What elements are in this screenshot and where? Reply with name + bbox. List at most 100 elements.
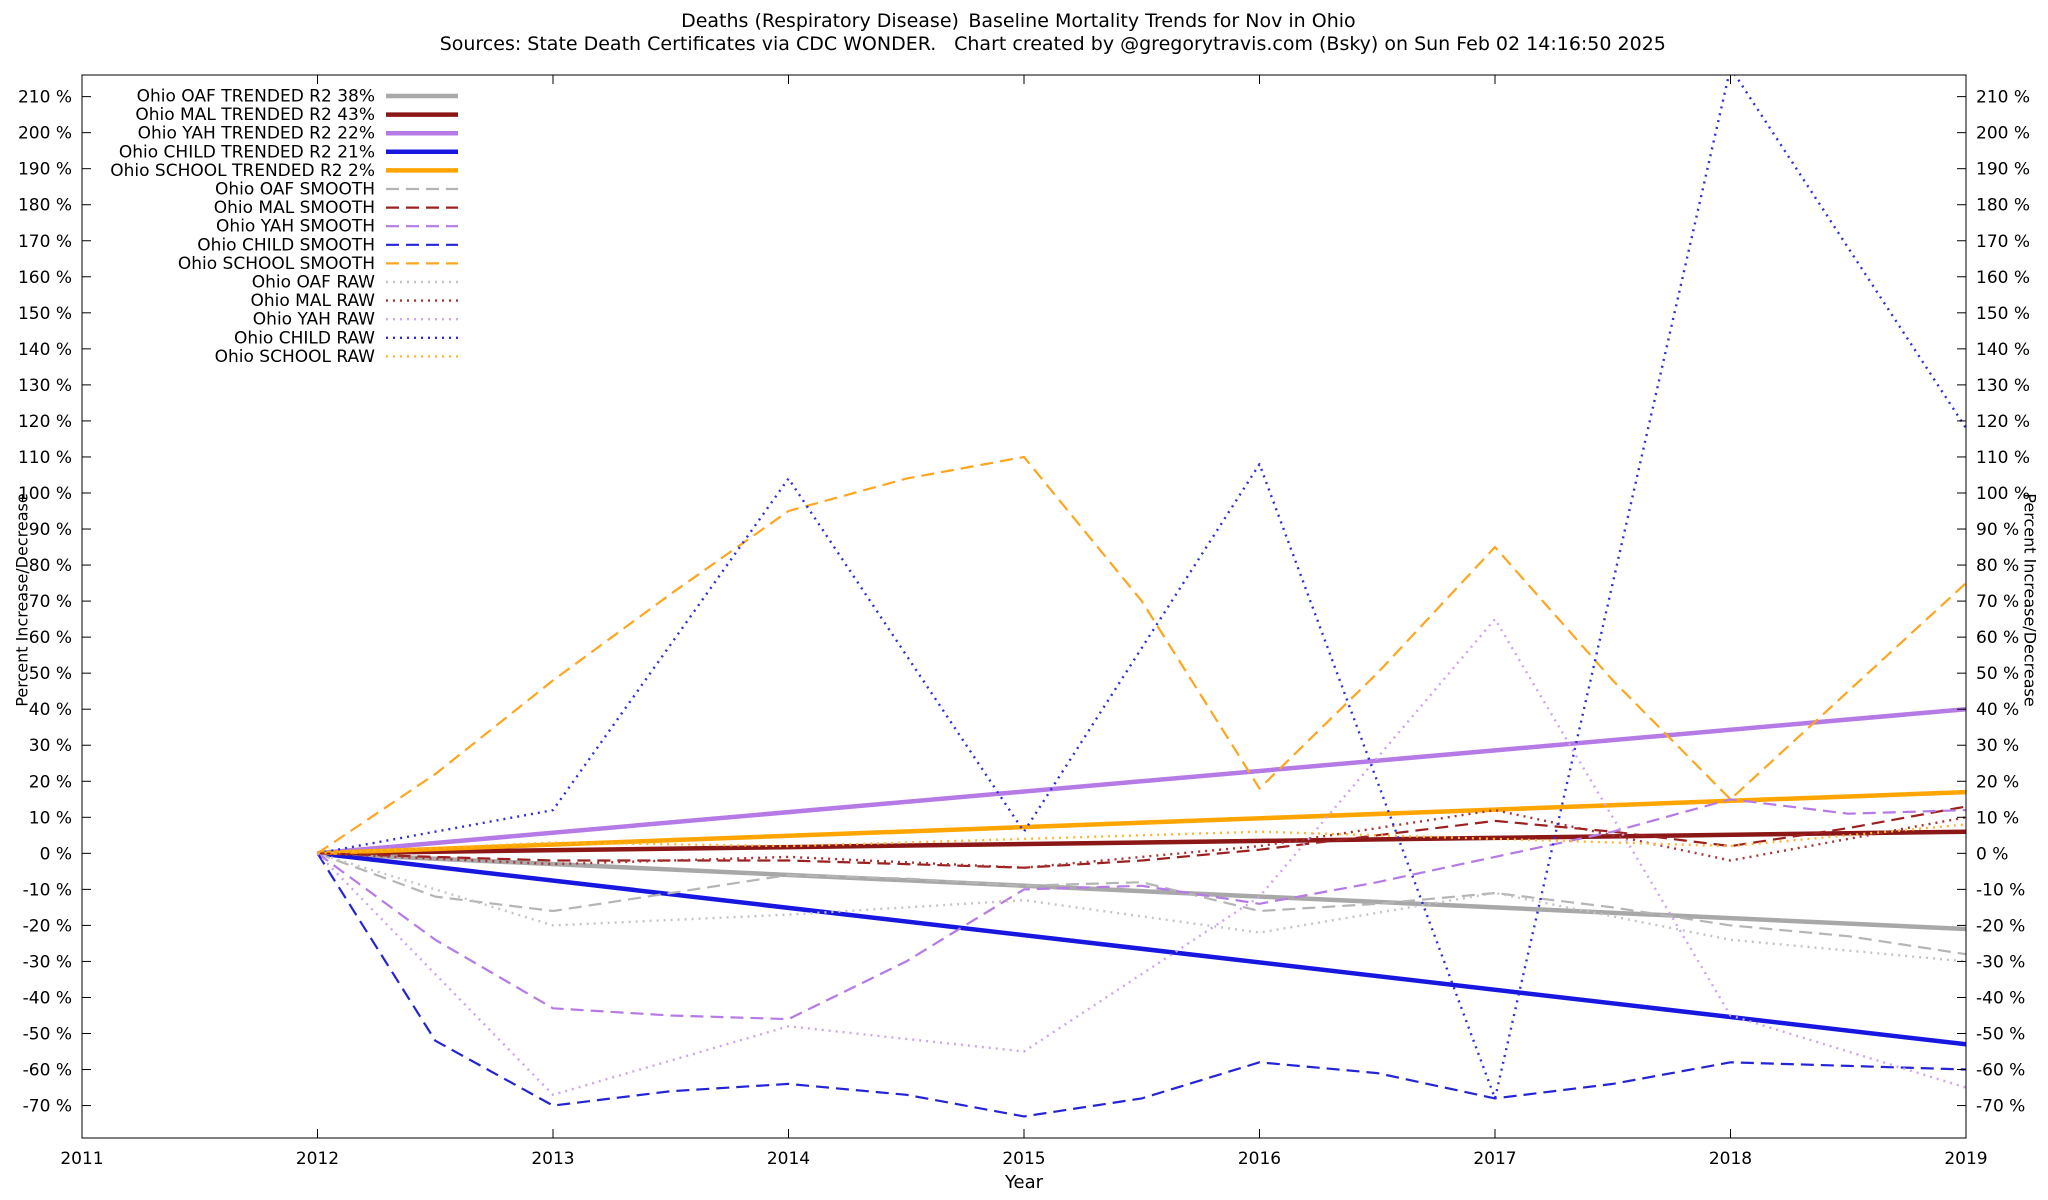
y-tick-label-left: 200 % (18, 124, 72, 144)
series-line-ohio-yah-trended-r2-22- (317, 706, 1966, 856)
y-tick-label-left: 40 % (29, 700, 72, 720)
legend-label: Ohio OAF RAW (252, 273, 375, 293)
y-tick-label-right: 120 % (1976, 412, 2030, 432)
y-tick-label-right: 70 % (1976, 592, 2019, 612)
y-tick-label-left: -70 % (23, 1097, 72, 1117)
series-line-ohio-mal-trended-r2-43- (317, 829, 1966, 856)
y-tick-label-right: -10 % (1976, 880, 2025, 900)
series-line-ohio-child-trended-r2-21- (317, 851, 1966, 1047)
x-tick-label: 2013 (531, 1149, 574, 1169)
legend-label: Ohio SCHOOL TRENDED R2 2% (110, 161, 375, 181)
y-tick-label-right: 0 % (1976, 844, 2008, 864)
legend-label: Ohio CHILD TRENDED R2 21% (119, 142, 375, 162)
series-line-ohio-yah-smooth (316, 798, 1966, 1021)
y-tick-label-right: 210 % (1976, 88, 2030, 108)
y-tick-label-right: 150 % (1976, 304, 2030, 324)
y-tick-label-right: 40 % (1976, 700, 2019, 720)
y-tick-label-right: 140 % (1976, 340, 2030, 360)
y-tick-label-right: 10 % (1976, 808, 2019, 828)
x-tick-label: 2017 (1473, 1149, 1516, 1169)
chart-credit-note: Chart created by @gregorytravis.com (Bsk… (954, 33, 1666, 55)
series-line-ohio-oaf-smooth (317, 852, 1966, 956)
series-line-ohio-mal-smooth (317, 805, 1966, 869)
y-tick-label-left: 150 % (18, 304, 72, 324)
y-tick-label-left: 210 % (18, 88, 72, 108)
legend-label: Ohio OAF TRENDED R2 38% (137, 87, 375, 107)
y-tick-label-right: 60 % (1976, 628, 2019, 648)
y-tick-label-left: 90 % (29, 520, 72, 540)
legend-label: Ohio MAL RAW (251, 291, 376, 311)
y-tick-label-left: 190 % (18, 160, 72, 180)
x-tick-label: 2016 (1238, 1149, 1281, 1169)
y-tick-label-left: 50 % (29, 664, 72, 684)
x-tick-label: 2014 (767, 1149, 810, 1169)
y-tick-label-left: 10 % (29, 808, 72, 828)
y-tick-label-left: -20 % (23, 916, 72, 936)
y-tick-label-right: -70 % (1976, 1097, 2025, 1117)
y-tick-label-left: 70 % (29, 592, 72, 612)
y-tick-label-left: 160 % (18, 268, 72, 288)
y-tick-label-right: 50 % (1976, 664, 2019, 684)
y-tick-label-right: 170 % (1976, 232, 2030, 252)
y-tick-label-left: 140 % (18, 340, 72, 360)
y-tick-label-right: 100 % (1976, 484, 2030, 504)
legend-label: Ohio CHILD RAW (234, 328, 375, 348)
y-tick-label-right: 180 % (1976, 196, 2030, 216)
x-tick-label: 2018 (1709, 1149, 1752, 1169)
y-tick-label-left: 120 % (18, 412, 72, 432)
y-tick-label-left: 110 % (18, 448, 72, 468)
y-axis-label-right: Percent Increase/Decrease (2020, 493, 2040, 707)
y-tick-label-right: -60 % (1976, 1061, 2025, 1081)
y-tick-label-left: 30 % (29, 736, 72, 756)
y-tick-label-left: 130 % (18, 376, 72, 396)
series-line-ohio-yah-raw (316, 617, 1966, 1097)
series-line-ohio-child-raw (317, 75, 1966, 1100)
legend-label: Ohio YAH SMOOTH (216, 217, 375, 237)
series-line-ohio-oaf-trended-r2-38- (317, 851, 1966, 932)
y-tick-label-right: 130 % (1976, 376, 2030, 396)
chart-title-left: Deaths (Respiratory Disease) (681, 10, 959, 32)
series-line-ohio-school-trended-r2-2- (317, 789, 1966, 856)
y-tick-label-right: -50 % (1976, 1025, 2025, 1045)
series-line-ohio-school-smooth (316, 455, 1966, 855)
y-tick-label-left: -30 % (23, 952, 72, 972)
x-tick-label: 2019 (1944, 1149, 1987, 1169)
y-axis-label-left: Percent Increase/Decrease (12, 493, 32, 707)
legend-label: Ohio CHILD SMOOTH (197, 235, 375, 255)
legend: Ohio OAF TRENDED R2 38%Ohio MAL TRENDED … (110, 87, 458, 367)
y-tick-label-left: 20 % (29, 772, 72, 792)
x-tick-label: 2012 (296, 1149, 339, 1169)
x-axis-label: Year (1004, 1172, 1044, 1193)
y-tick-label-left: -40 % (23, 988, 72, 1008)
y-tick-label-right: 110 % (1976, 448, 2030, 468)
y-tick-label-right: -30 % (1976, 952, 2025, 972)
y-tick-label-left: 80 % (29, 556, 72, 576)
x-tick-label: 2015 (1002, 1149, 1045, 1169)
y-tick-label-right: -20 % (1976, 916, 2025, 936)
y-tick-label-right: 30 % (1976, 736, 2019, 756)
legend-label: Ohio MAL TRENDED R2 43% (135, 105, 375, 125)
y-tick-label-left: -50 % (23, 1025, 72, 1045)
x-tick-label: 2011 (60, 1149, 103, 1169)
legend-label: Ohio MAL SMOOTH (214, 198, 375, 218)
chart-title-right: Baseline Mortality Trends for Nov in Ohi… (968, 10, 1356, 32)
legend-label: Ohio SCHOOL RAW (215, 347, 376, 367)
y-tick-label-right: 160 % (1976, 268, 2030, 288)
legend-label: Ohio YAH RAW (253, 310, 375, 330)
series-line-ohio-oaf-raw (317, 852, 1966, 963)
legend-label: Ohio YAH TRENDED R2 22% (138, 124, 375, 144)
axes-group: -70 % -70 % -60 % -60 % -50 % -50 % -40 % -40 %… (18, 74, 2030, 1169)
series-line-ohio-child-smooth (316, 852, 1966, 1118)
y-tick-label-right: 20 % (1976, 772, 2019, 792)
y-tick-label-left: -60 % (23, 1061, 72, 1081)
y-tick-label-right: 190 % (1976, 160, 2030, 180)
legend-label: Ohio SCHOOL SMOOTH (178, 254, 375, 274)
y-tick-label-right: 200 % (1976, 124, 2030, 144)
series-line-ohio-mal-raw (317, 808, 1966, 869)
y-tick-label-left: 0 % (40, 844, 72, 864)
y-tick-label-left: 180 % (18, 196, 72, 216)
y-tick-label-left: 100 % (18, 484, 72, 504)
y-tick-label-left: 60 % (29, 628, 72, 648)
